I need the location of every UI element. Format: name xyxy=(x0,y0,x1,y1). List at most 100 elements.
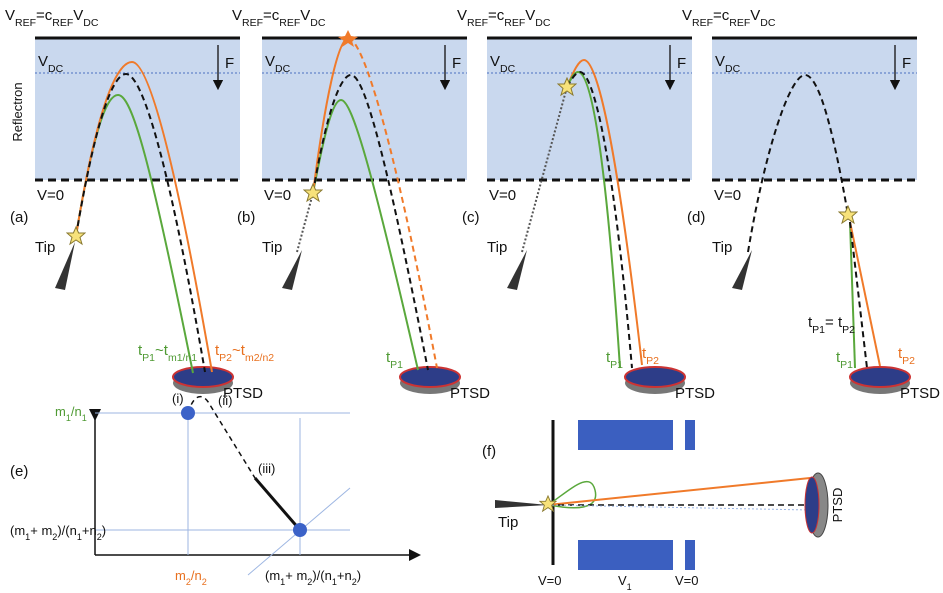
subscript: DC xyxy=(83,17,99,29)
text-part: V xyxy=(73,7,83,24)
detector-label: PTSD xyxy=(830,488,845,523)
subscript: DC xyxy=(310,17,326,29)
subscript: DC xyxy=(500,63,516,75)
voltage-label: V1 xyxy=(618,573,632,592)
stage-label: (i) xyxy=(172,391,184,406)
panel-label: (e) xyxy=(10,463,28,480)
subscript: REF xyxy=(279,17,300,29)
panel: VREF=cREFVDCVDCFV=0(a)TipPTSD xyxy=(5,7,263,402)
reflectron-region xyxy=(712,38,917,180)
reflectron-label: Reflectron xyxy=(10,82,25,141)
text-part: V xyxy=(232,7,242,24)
detector-face xyxy=(625,367,685,387)
reflectron-region xyxy=(262,38,467,180)
tip xyxy=(732,250,752,290)
voltage-label: V=0 xyxy=(538,573,562,588)
subscript: DC xyxy=(535,17,551,29)
tip xyxy=(55,242,75,290)
text-part: V xyxy=(618,573,627,588)
voltage-label: V=0 xyxy=(675,573,699,588)
subscript: 2 xyxy=(202,577,207,587)
dotted-path xyxy=(297,193,313,252)
subscript: P2 xyxy=(219,352,232,364)
subscript: REF xyxy=(15,17,36,29)
text-part: + m xyxy=(285,568,307,583)
text-part: =c xyxy=(263,7,280,24)
time-label: tP1 xyxy=(606,349,623,371)
panel-label: (f) xyxy=(482,443,496,460)
detector-face xyxy=(850,367,910,387)
subscript: P1 xyxy=(610,359,623,371)
text-part: (m xyxy=(10,523,25,538)
subscript: 1 xyxy=(82,413,87,423)
subscript: P1 xyxy=(390,359,403,371)
panel-e: (e) m1/n1 (m1+ m2)/(n1+n2) m2/n2 (m1+ m2… xyxy=(10,391,415,587)
text-part: (m xyxy=(265,568,280,583)
top-formula: VREF=cREFVDC xyxy=(5,7,99,29)
text-part: + m xyxy=(30,523,52,538)
force-label: F xyxy=(677,55,686,72)
subscript: REF xyxy=(729,17,750,29)
text-part: ~t xyxy=(232,342,246,359)
subscript: DC xyxy=(760,17,776,29)
text-part: ~t xyxy=(155,342,169,359)
time-label: tP2 xyxy=(898,345,915,367)
subscript: REF xyxy=(52,17,73,29)
ground-label: V=0 xyxy=(37,187,64,204)
ground-label: V=0 xyxy=(264,187,291,204)
subscript: DC xyxy=(275,63,291,75)
subscript: DC xyxy=(725,63,741,75)
subscript: P1 xyxy=(840,359,853,371)
text-part: V xyxy=(457,7,467,24)
time-label: tP2~tm2/n2 xyxy=(215,342,274,364)
text-part: ) xyxy=(102,523,106,538)
force-label: F xyxy=(902,55,911,72)
detector-label: PTSD xyxy=(675,385,715,402)
stage-label: (iii) xyxy=(258,461,275,476)
subscript: DC xyxy=(48,63,64,75)
text-part: )/(n xyxy=(57,523,77,538)
text-part: m xyxy=(55,404,66,419)
reflectron-region xyxy=(487,38,692,180)
text-part: )/(n xyxy=(312,568,332,583)
subscript: P2 xyxy=(842,324,855,336)
text-part: =c xyxy=(713,7,730,24)
time-label: tP1= tP2 xyxy=(808,314,855,336)
force-label: F xyxy=(225,55,234,72)
panel-label: (b) xyxy=(237,209,255,226)
top-formula: VREF=cREFVDC xyxy=(682,7,776,29)
subscript: P1 xyxy=(142,352,155,364)
y-label: m1/n1 xyxy=(55,404,87,423)
text-part: V xyxy=(715,53,725,70)
top-formula: VREF=cREFVDC xyxy=(457,7,551,29)
x-label: (m1+ m2)/(n1+n2) xyxy=(265,568,361,587)
panel-label: (d) xyxy=(687,209,705,226)
text-part: =c xyxy=(488,7,505,24)
panel-label: (c) xyxy=(462,209,480,226)
subscript: m1/n1 xyxy=(168,352,197,364)
text-part: V xyxy=(38,53,48,70)
detector-face xyxy=(173,367,233,387)
time-label: tP1 xyxy=(386,349,403,371)
subscript: 1 xyxy=(627,582,632,592)
detector-label: PTSD xyxy=(900,385,940,402)
text-part: +n xyxy=(337,568,352,583)
tip-label: Tip xyxy=(262,239,282,256)
stage-label: (ii) xyxy=(218,393,232,408)
y-label: (m1+ m2)/(n1+n2) xyxy=(10,523,106,542)
text-part: V xyxy=(5,7,15,24)
subscript: REF xyxy=(692,17,713,29)
figure: VREF=cREFVDCVDCFV=0(a)TipPTSDVREF=cREFVD… xyxy=(0,0,943,593)
text-part: V xyxy=(750,7,760,24)
tip xyxy=(282,250,302,290)
text-part: V xyxy=(490,53,500,70)
subscript: P2 xyxy=(902,355,915,367)
force-label: F xyxy=(452,55,461,72)
text-part: V xyxy=(682,7,692,24)
tip-label: Tip xyxy=(35,239,55,256)
text-part: = t xyxy=(825,314,843,331)
tip-label: Tip xyxy=(487,239,507,256)
